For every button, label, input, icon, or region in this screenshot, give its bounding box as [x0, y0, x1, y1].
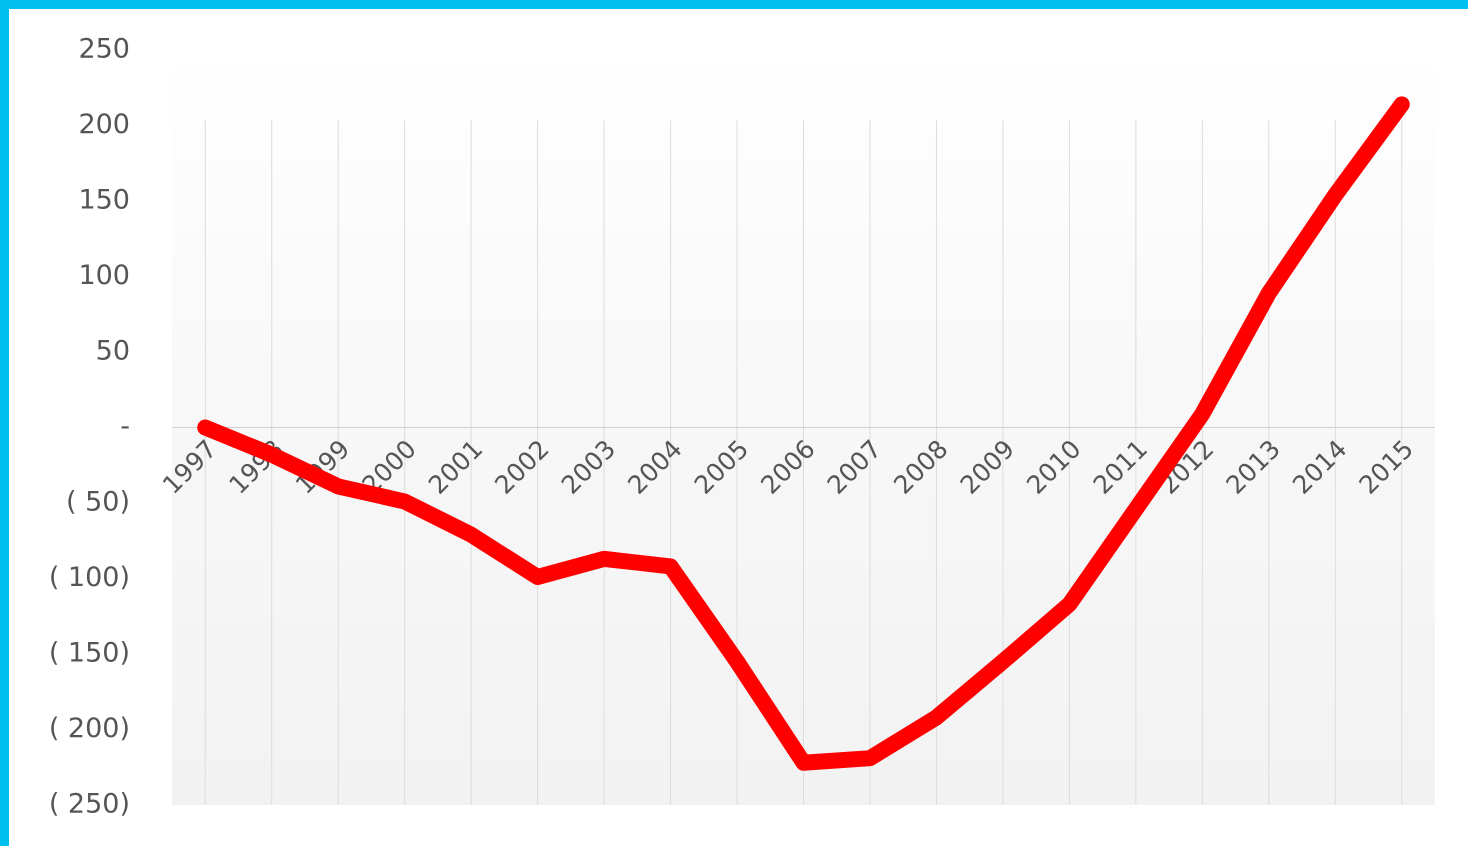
- y-tick-label: 200: [78, 109, 130, 140]
- y-tick-label: 50: [96, 336, 130, 367]
- y-tick-label: ( 150): [49, 638, 130, 669]
- y-tick-label: ( 100): [49, 562, 130, 593]
- y-tick-label: -: [120, 411, 130, 442]
- y-tick-label: ( 250): [49, 789, 130, 820]
- line-series: [197, 96, 1410, 771]
- y-tick-label: ( 200): [49, 713, 130, 744]
- y-tick-label: 100: [78, 260, 130, 291]
- y-tick-label: 150: [78, 185, 130, 216]
- y-tick-label: ( 50): [66, 487, 130, 518]
- y-tick-label: 250: [78, 34, 130, 65]
